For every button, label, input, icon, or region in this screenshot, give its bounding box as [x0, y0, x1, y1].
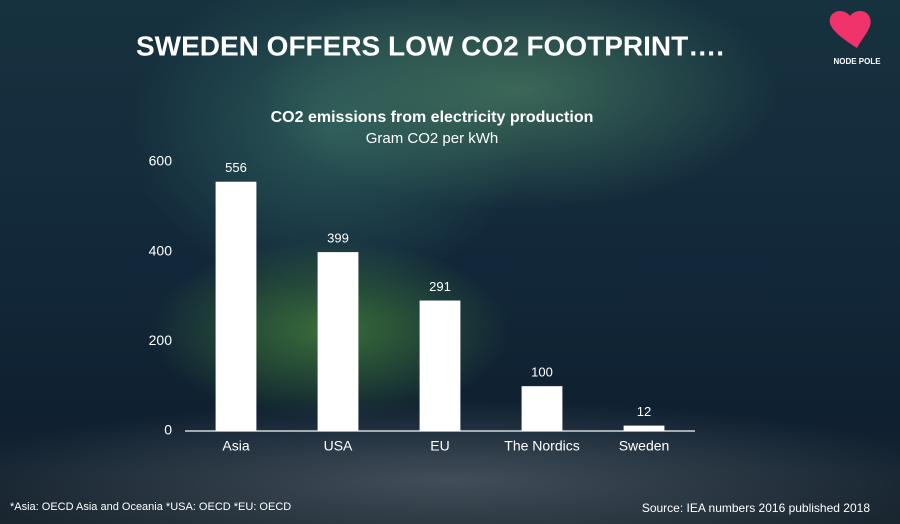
x-tick-label: Sweden: [619, 438, 670, 454]
x-tick-label: EU: [430, 438, 449, 454]
value-label: 399: [327, 231, 349, 246]
source: Source: IEA numbers 2016 published 2018: [642, 501, 870, 515]
y-tick-label: 200: [149, 332, 173, 348]
bar: [317, 252, 359, 431]
logo-icon: [829, 10, 871, 48]
value-label: 556: [225, 160, 247, 175]
y-tick-label: 600: [149, 153, 173, 169]
slide-heading: SWEDEN OFFERS LOW CO2 FOOTPRINT….: [136, 30, 724, 61]
bar: [419, 300, 461, 431]
x-tick-label: Asia: [222, 438, 249, 454]
logo-text: NODE POLE: [833, 57, 881, 66]
y-tick-label: 400: [149, 242, 173, 258]
footnote: *Asia: OECD Asia and Oceania *USA: OECD …: [10, 501, 291, 513]
bar: [623, 425, 665, 431]
x-tick-label: The Nordics: [504, 438, 579, 454]
value-label: 12: [637, 404, 651, 419]
bar: [521, 386, 563, 431]
value-label: 291: [429, 279, 451, 294]
y-tick-label: 0: [164, 422, 172, 438]
chart-title: CO2 emissions from electricity productio…: [271, 109, 594, 126]
x-tick-label: USA: [324, 438, 353, 454]
chart-subtitle: Gram CO2 per kWh: [366, 130, 499, 147]
value-label: 100: [531, 365, 553, 380]
bar: [215, 181, 257, 431]
